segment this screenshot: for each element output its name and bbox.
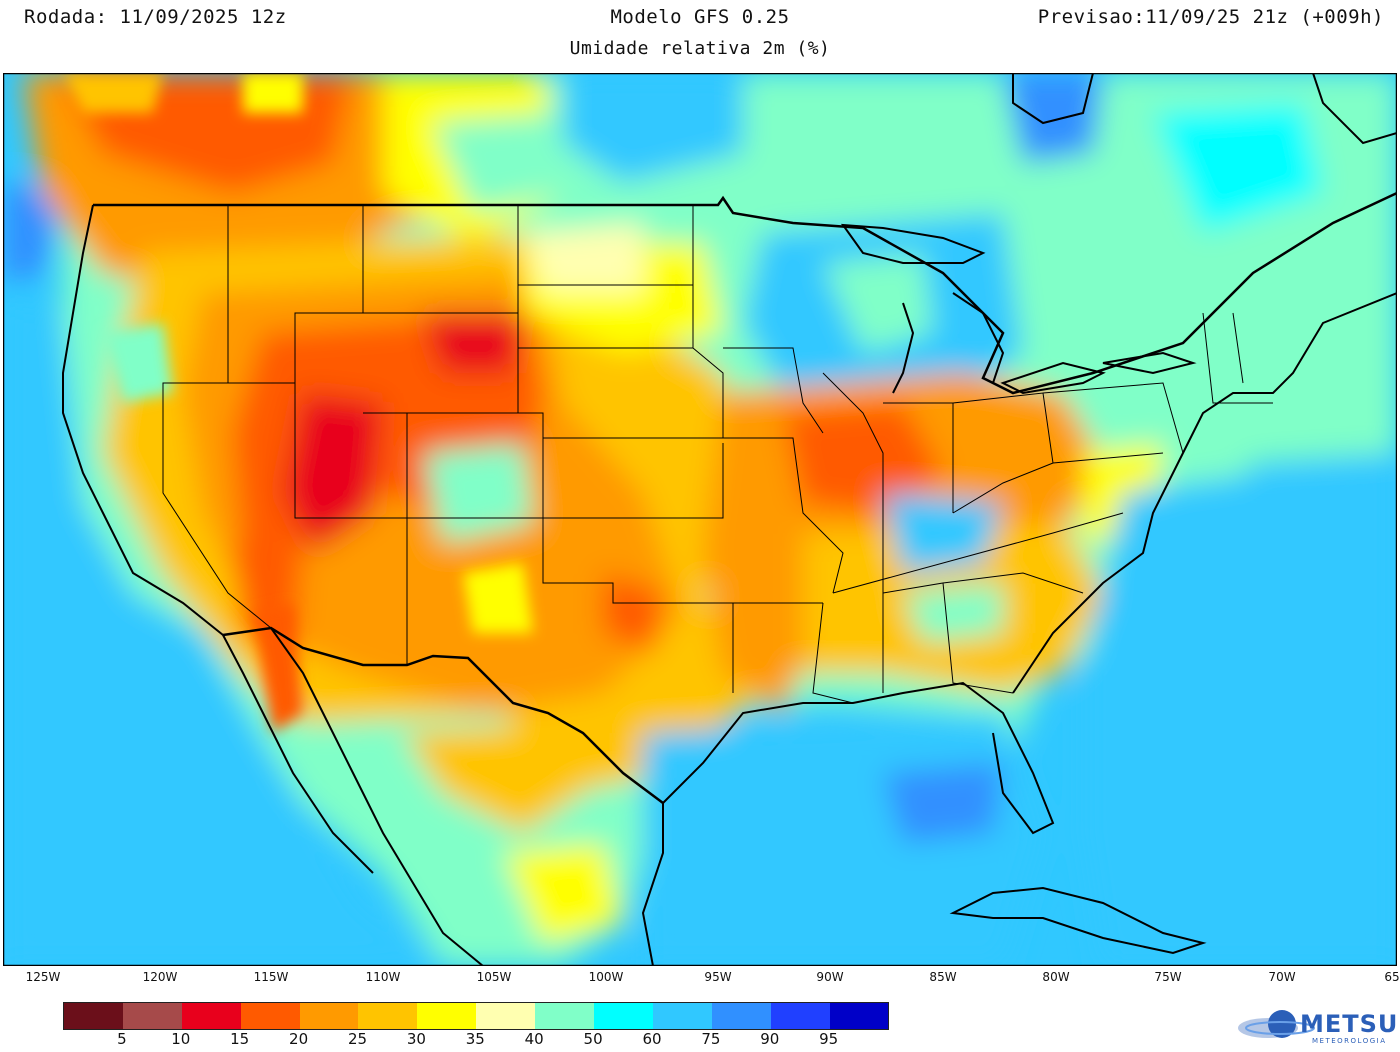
longitude-label: 70W (1268, 970, 1296, 984)
legend-label: 5 (117, 1030, 127, 1048)
boundaries (62, 73, 1397, 966)
legend-label: 50 (583, 1030, 603, 1048)
legend-swatch (535, 1003, 595, 1029)
longitude-label: 105W (476, 970, 512, 984)
legend-label: 95 (819, 1030, 839, 1048)
humidity-field (3, 73, 1397, 966)
legend-label: 60 (642, 1030, 662, 1048)
legend-label: 40 (524, 1030, 544, 1048)
longitude-label: 110W (365, 970, 401, 984)
model-label: Modelo GFS 0.25 (610, 6, 790, 28)
legend-label: 30 (406, 1030, 426, 1048)
legend-swatch (64, 1003, 123, 1029)
longitude-label: 95W (704, 970, 732, 984)
legend-swatch (417, 1003, 477, 1029)
legend-swatch (594, 1003, 653, 1029)
color-legend (63, 1002, 890, 1030)
legend-swatch (122, 1003, 182, 1029)
legend-label: 25 (347, 1030, 368, 1048)
logo-subtext: METEOROLOGIA (1312, 1037, 1387, 1045)
legend-swatch (711, 1003, 771, 1029)
legend-label: 35 (465, 1030, 485, 1048)
longitude-label: 85W (929, 970, 957, 984)
longitude-label: 120W (142, 970, 178, 984)
longitude-label: 65 (1384, 970, 1400, 984)
legend-label: 90 (760, 1030, 780, 1048)
legend-swatch (299, 1003, 359, 1029)
legend-swatch (829, 1003, 889, 1029)
legend-label: 20 (289, 1030, 309, 1048)
logo-text: METSUL (1300, 1010, 1400, 1038)
forecast-time-label: Previsao:11/09/25 21z (+009h) (1037, 6, 1384, 28)
legend-swatch (652, 1003, 712, 1029)
variable-label: Umidade relativa 2m (%) (569, 38, 831, 59)
longitude-label: 75W (1154, 970, 1182, 984)
legend-label: 10 (171, 1030, 191, 1048)
longitude-label: 90W (816, 970, 844, 984)
metsul-globe-icon (1238, 1010, 1315, 1038)
longitude-label: 125W (25, 970, 61, 984)
legend-swatch (181, 1003, 241, 1029)
legend-label: 15 (230, 1030, 250, 1048)
legend-swatch (770, 1003, 830, 1029)
longitude-label: 115W (253, 970, 289, 984)
run-time-label: Rodada: 11/09/2025 12z (24, 6, 287, 28)
legend-swatch (476, 1003, 536, 1029)
legend-swatch (358, 1003, 418, 1029)
longitude-label: 80W (1042, 970, 1070, 984)
legend-swatch (240, 1003, 300, 1029)
humidity-detail (63, 73, 533, 733)
legend-label: 75 (701, 1030, 721, 1048)
humidity-map (3, 73, 1397, 966)
longitude-label: 100W (588, 970, 624, 984)
